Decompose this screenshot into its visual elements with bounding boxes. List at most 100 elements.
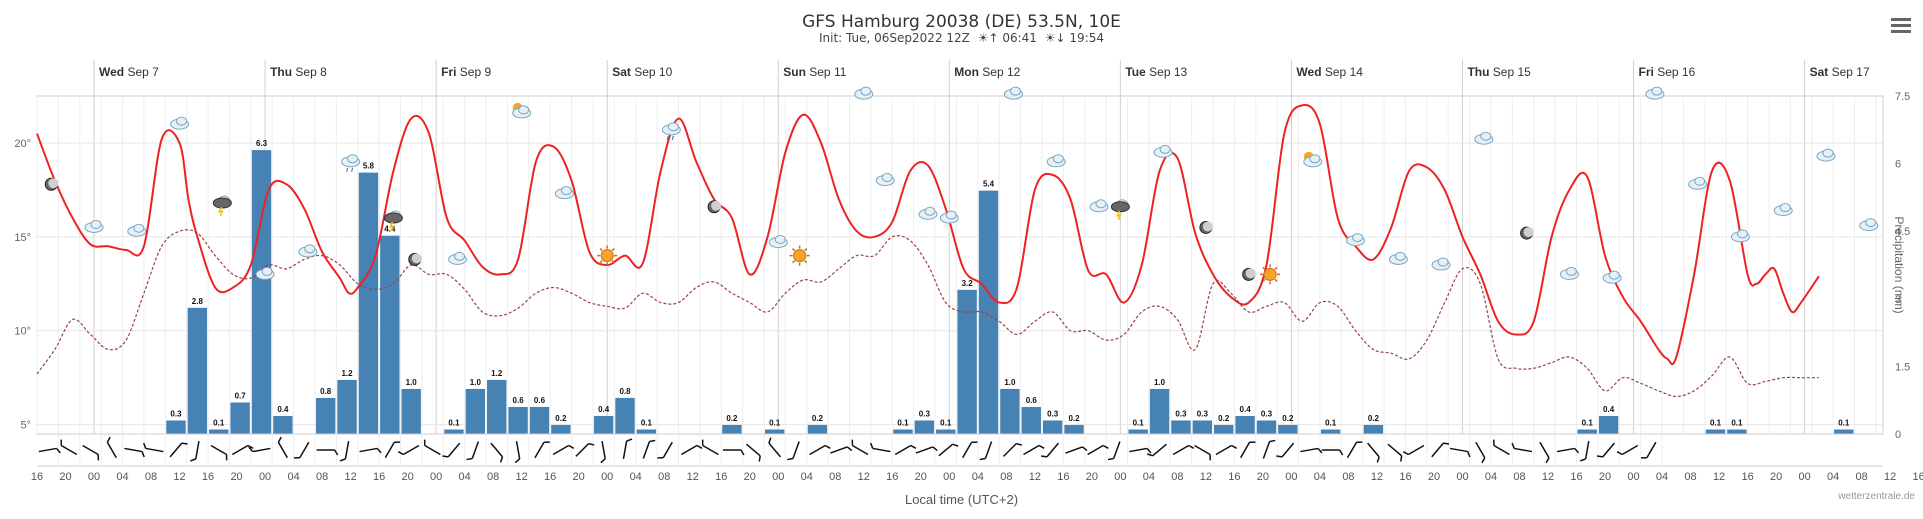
precip-bar bbox=[957, 289, 977, 434]
cloud-icon bbox=[1730, 229, 1750, 243]
cloud-icon bbox=[1816, 148, 1836, 162]
rain-cloud-icon bbox=[661, 122, 681, 140]
hour-tick-label: 00 bbox=[88, 471, 100, 483]
precip-bar bbox=[1727, 429, 1747, 434]
hour-tick-label: 08 bbox=[1855, 471, 1867, 483]
hour-tick-label: 04 bbox=[1143, 471, 1155, 483]
hour-tick-label: 04 bbox=[1827, 471, 1839, 483]
wind-arrow-icon bbox=[1402, 444, 1425, 456]
precip-bar bbox=[1598, 415, 1619, 434]
wind-arrow-icon bbox=[894, 444, 917, 456]
wind-arrow-icon bbox=[1321, 449, 1344, 456]
precip-label: 0.2 bbox=[726, 414, 738, 423]
wind-arrow-icon bbox=[680, 444, 703, 456]
wind-arrow-icon bbox=[514, 441, 521, 464]
precip-label: 0.6 bbox=[1026, 396, 1038, 405]
moon-icon bbox=[1199, 220, 1213, 234]
cloud-icon bbox=[1688, 176, 1708, 190]
wind-arrow-icon bbox=[106, 436, 117, 459]
sun-icon bbox=[1260, 264, 1281, 285]
day-label: Mon Sep 12 bbox=[954, 65, 1020, 79]
day-label: Tue Sep 13 bbox=[1125, 65, 1187, 79]
sun-cloud-icon bbox=[1303, 151, 1323, 168]
precip-bar bbox=[1235, 415, 1255, 434]
wind-arrow-icon bbox=[1276, 442, 1295, 458]
precip-bar bbox=[1834, 429, 1854, 434]
wind-arrow-icon bbox=[442, 442, 461, 458]
cloud-icon bbox=[170, 116, 190, 130]
cloud-icon bbox=[84, 219, 104, 233]
precip-label: 1.0 bbox=[1004, 378, 1016, 387]
precip-bar bbox=[487, 379, 507, 434]
wind-arrow-icon bbox=[1511, 442, 1533, 453]
hour-tick-label: 12 bbox=[344, 471, 356, 483]
hour-tick-label: 20 bbox=[1428, 471, 1440, 483]
cloud-icon bbox=[939, 210, 959, 224]
precip-bar bbox=[209, 429, 229, 434]
precip-label: 1.2 bbox=[341, 369, 353, 378]
precip-bar bbox=[380, 235, 400, 434]
precip-bar bbox=[1042, 420, 1063, 434]
hour-tick-label: 08 bbox=[658, 471, 670, 483]
day-label: Sun Sep 11 bbox=[783, 65, 846, 79]
right-tick-label: 7.5 bbox=[1895, 91, 1910, 103]
precip-bar bbox=[1171, 420, 1191, 434]
wind-arrow-icon bbox=[231, 444, 254, 456]
moon-icon bbox=[1520, 226, 1534, 240]
hour-tick-label: 00 bbox=[1456, 471, 1468, 483]
precip-label: 5.4 bbox=[983, 180, 995, 189]
precip-label: 1.0 bbox=[406, 378, 418, 387]
wind-arrow-icon bbox=[359, 447, 382, 454]
precip-label: 5.8 bbox=[363, 162, 375, 171]
precip-label: 0.8 bbox=[619, 387, 631, 396]
precip-label: 0.4 bbox=[1240, 405, 1252, 414]
precip-bar bbox=[593, 415, 614, 434]
cloud-icon bbox=[768, 234, 788, 248]
hour-tick-label: 00 bbox=[943, 471, 955, 483]
precip-bar bbox=[1363, 424, 1384, 434]
hour-tick-label: 12 bbox=[1542, 471, 1554, 483]
hour-tick-label: 00 bbox=[1798, 471, 1810, 483]
day-label: Thu Sep 15 bbox=[1467, 65, 1531, 79]
cloud-icon bbox=[1431, 257, 1451, 271]
moon-icon bbox=[707, 200, 722, 214]
wind-arrow-icon bbox=[1262, 439, 1276, 459]
x-axis-label: Local time (UTC+2) bbox=[904, 492, 1019, 507]
hamburger-menu-icon[interactable] bbox=[1891, 18, 1911, 34]
precip-label: 0.1 bbox=[448, 418, 460, 427]
hour-tick-label: 08 bbox=[1684, 471, 1696, 483]
precip-label: 0.1 bbox=[1325, 418, 1337, 427]
hour-tick-label: 16 bbox=[1741, 471, 1753, 483]
wind-arrow-icon bbox=[190, 441, 200, 462]
hour-tick-label: 16 bbox=[886, 471, 898, 483]
wind-arrow-icon bbox=[575, 442, 595, 457]
right-axis-title: Precipitation (mm) bbox=[1892, 216, 1906, 313]
day-label: Fri Sep 16 bbox=[1639, 65, 1696, 79]
sun-icon bbox=[789, 245, 810, 266]
hour-tick-label: 20 bbox=[402, 471, 414, 483]
wind-arrow-icon bbox=[1367, 442, 1380, 463]
precip-bar bbox=[1577, 429, 1597, 434]
cloud-icon bbox=[918, 206, 938, 220]
wind-arrow-icon bbox=[534, 441, 550, 459]
wind-arrow-icon bbox=[339, 441, 350, 462]
precip-bar bbox=[722, 424, 742, 434]
cloud-icon bbox=[127, 223, 147, 237]
precip-bar bbox=[444, 429, 464, 434]
precip-label: 0.1 bbox=[213, 418, 225, 427]
precip-label: 0.2 bbox=[812, 414, 824, 423]
hour-tick-label: 12 bbox=[858, 471, 870, 483]
wind-arrow-icon bbox=[787, 441, 800, 461]
cloud-icon bbox=[1474, 131, 1494, 145]
wind-arrow-icon bbox=[1556, 447, 1580, 454]
precip-label: 0.1 bbox=[769, 418, 781, 427]
sunrise-icon: ☀↑ bbox=[977, 31, 999, 45]
sun-icon bbox=[597, 245, 618, 266]
sunset-time: 19:54 bbox=[1069, 31, 1105, 45]
precip-label: 1.0 bbox=[1154, 378, 1166, 387]
precip-label: 0.6 bbox=[513, 396, 525, 405]
wind-arrow-icon bbox=[82, 444, 100, 461]
wind-arrow-icon bbox=[915, 446, 938, 454]
precip-label: 0.2 bbox=[1282, 414, 1294, 423]
wind-arrow-icon bbox=[277, 436, 289, 459]
